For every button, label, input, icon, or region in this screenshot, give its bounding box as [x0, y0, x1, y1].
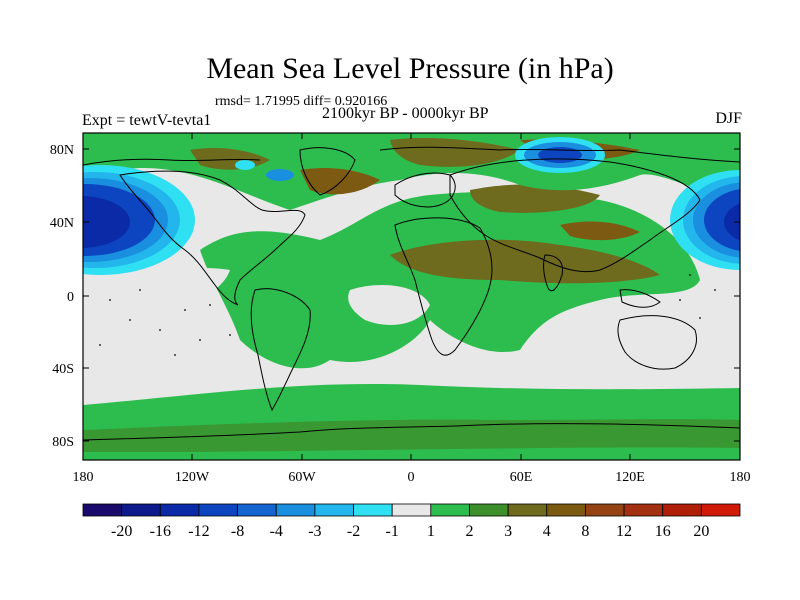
lon-tick-label: 60W [288, 470, 316, 485]
lon-axis [82, 133, 741, 460]
colorbar-label: 2 [465, 523, 473, 540]
colorbar-swatch [198, 503, 238, 517]
lon-tick-label: 120E [615, 470, 645, 485]
lat-tick-label: 40S [52, 362, 74, 377]
colorbar-swatch [237, 503, 277, 517]
map-title: Mean Sea Level Pressure (in hPa) [206, 52, 614, 85]
colorbar-swatch [159, 503, 200, 517]
colorbar-label: 3 [504, 523, 512, 540]
pressure-field [83, 133, 740, 460]
colorbar-swatch [662, 503, 702, 517]
colorbar-label: -4 [270, 523, 283, 540]
experiment-label: Expt = tewtV-tevta1 [82, 112, 212, 129]
colorbar-swatch [82, 503, 123, 517]
npac-low-deep-right [704, 189, 740, 251]
eurasia-olive [390, 138, 520, 167]
lat-tick-label: 80N [50, 143, 74, 158]
rmsd-diff-stats: rmsd= 1.71995 diff= 0.920166 [215, 94, 388, 109]
colorbar-label: 12 [616, 523, 632, 540]
season-label: DJF [715, 110, 742, 127]
eq-pacific-neutral [83, 268, 230, 320]
lon-tick-label: 120W [175, 470, 210, 485]
colorbar-swatch [391, 503, 432, 517]
colorbar-swatch [546, 503, 586, 517]
npac-low-core-left [83, 196, 130, 248]
colorbar-label: 1 [427, 523, 435, 540]
colorbar-label: -3 [308, 523, 321, 540]
atlantic-brown [300, 168, 380, 195]
tibet-olive [560, 221, 640, 241]
colorbar-label: 20 [693, 523, 709, 540]
npac-low-core-right [724, 203, 740, 241]
lon-tick-label: 60E [510, 470, 533, 485]
colorbar-swatch [623, 503, 664, 517]
colorbar-label: 4 [543, 523, 551, 540]
coastlines [83, 146, 740, 441]
colorbar-swatch [700, 503, 741, 517]
colorbar-label: -2 [347, 523, 360, 540]
colorbar-swatch [585, 503, 625, 517]
colorbar-swatch [275, 503, 316, 517]
lon-tick-label: 180 [73, 470, 94, 485]
colorbar-label: -8 [231, 523, 244, 540]
colorbar [82, 503, 741, 517]
africa-olive-patch [470, 184, 600, 213]
colorbar-swatch [469, 503, 509, 517]
lon-tick-label: 0 [408, 470, 415, 485]
lat-tick-label: 40N [50, 216, 74, 231]
colorbar-labels: -20 -16 -12 -8 -4 -3 -2 -1 1 2 3 4 8 12 16 20 [111, 523, 709, 540]
colorbar-label: 8 [581, 523, 589, 540]
grid-noise-dots [99, 274, 716, 356]
period-label: 2100kyr BP - 0000kyr BP [322, 105, 489, 122]
atlantic-neutral-gap [348, 285, 430, 325]
colorbar-swatch [121, 503, 161, 517]
colorbar-label: -1 [386, 523, 399, 540]
colorbar-swatch [507, 503, 548, 517]
greenland-cyan-speckle [235, 160, 255, 170]
colorbar-label: 16 [655, 523, 671, 540]
antarctic-olive-band [83, 419, 740, 452]
colorbar-swatch [353, 503, 393, 517]
lat-axis [83, 148, 740, 442]
colorbar-swatch [314, 503, 354, 517]
greenland-blue-speckle [266, 169, 294, 181]
colorbar-label: -20 [111, 523, 132, 540]
colorbar-label: -12 [188, 523, 209, 540]
lat-tick-label: 80S [52, 435, 74, 450]
lon-tick-label: 180 [730, 470, 751, 485]
colorbar-label: -16 [150, 523, 171, 540]
lat-tick-label: 0 [67, 290, 74, 305]
asia-olive-patch [390, 239, 660, 284]
colorbar-swatch [430, 503, 470, 517]
